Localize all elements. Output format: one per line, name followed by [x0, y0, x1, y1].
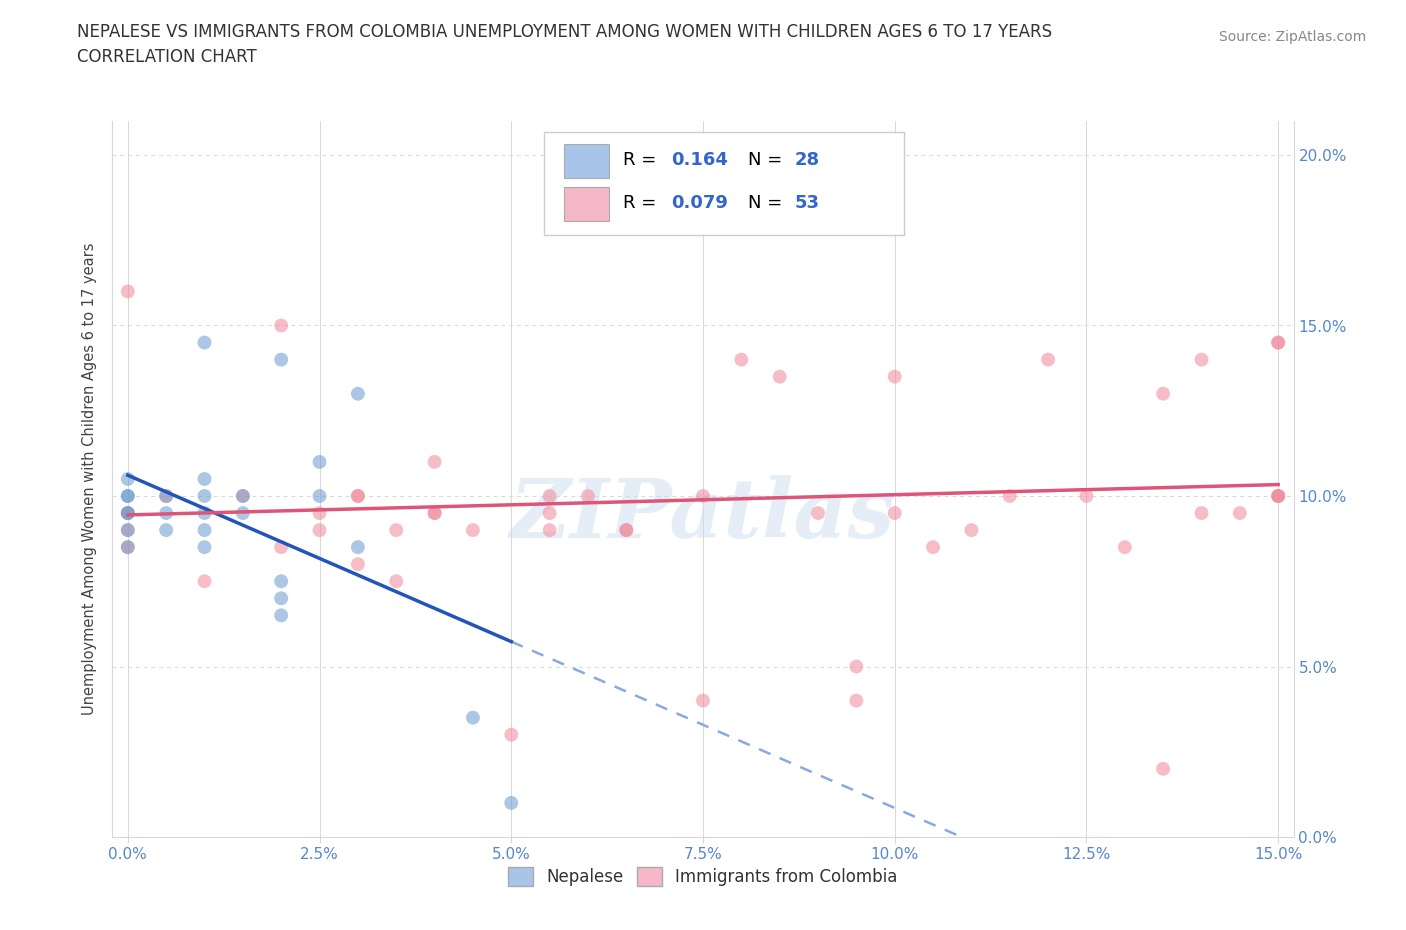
Point [308, 506, 330, 521]
Point [117, 506, 139, 521]
Legend: Nepalese, Immigrants from Colombia: Nepalese, Immigrants from Colombia [502, 860, 904, 893]
Point [193, 539, 215, 554]
Point [960, 523, 983, 538]
Point [117, 506, 139, 521]
Point [117, 472, 139, 486]
Point [1191, 506, 1213, 521]
Point [423, 506, 446, 521]
Point [614, 523, 637, 538]
Text: N =: N = [748, 152, 787, 169]
Point [538, 506, 561, 521]
Point [769, 369, 792, 384]
Point [385, 574, 408, 589]
Point [922, 539, 945, 554]
Point [308, 455, 330, 470]
Point [807, 506, 830, 521]
Point [155, 506, 177, 521]
Point [117, 506, 139, 521]
Text: Source: ZipAtlas.com: Source: ZipAtlas.com [1219, 30, 1367, 44]
Point [1152, 386, 1174, 401]
Text: NEPALESE VS IMMIGRANTS FROM COLOMBIA UNEMPLOYMENT AMONG WOMEN WITH CHILDREN AGES: NEPALESE VS IMMIGRANTS FROM COLOMBIA UNE… [77, 23, 1053, 41]
Point [232, 488, 254, 503]
Point [347, 539, 370, 554]
Point [270, 539, 292, 554]
Point [308, 523, 330, 538]
Point [883, 369, 905, 384]
Point [692, 693, 714, 708]
Point [193, 574, 215, 589]
Point [117, 523, 139, 538]
Point [423, 506, 446, 521]
Point [1267, 488, 1289, 503]
Point [193, 488, 215, 503]
Point [270, 318, 292, 333]
Point [193, 523, 215, 538]
Point [501, 727, 523, 742]
Point [461, 711, 484, 725]
Point [308, 488, 330, 503]
Point [883, 506, 905, 521]
Point [1076, 488, 1098, 503]
Point [347, 386, 370, 401]
Point [155, 488, 177, 503]
Point [270, 352, 292, 367]
Text: N =: N = [748, 194, 787, 212]
Point [998, 488, 1021, 503]
Point [730, 352, 752, 367]
Point [155, 488, 177, 503]
Text: 53: 53 [796, 194, 820, 212]
Point [1267, 488, 1289, 503]
Point [1229, 506, 1251, 521]
Point [1191, 352, 1213, 367]
Point [232, 506, 254, 521]
Point [347, 488, 370, 503]
Point [193, 506, 215, 521]
Point [117, 488, 139, 503]
Text: ZIPatlas: ZIPatlas [510, 474, 896, 555]
FancyBboxPatch shape [544, 132, 904, 235]
Text: R =: R = [623, 194, 662, 212]
Text: 0.079: 0.079 [671, 194, 728, 212]
Point [270, 608, 292, 623]
Point [117, 539, 139, 554]
Point [1114, 539, 1136, 554]
Point [155, 523, 177, 538]
Point [692, 488, 714, 503]
FancyBboxPatch shape [564, 187, 609, 221]
Point [347, 557, 370, 572]
Point [538, 523, 561, 538]
Point [845, 659, 868, 674]
Text: CORRELATION CHART: CORRELATION CHART [77, 48, 257, 66]
Point [461, 523, 484, 538]
Point [193, 335, 215, 350]
Point [654, 216, 676, 231]
Point [117, 523, 139, 538]
Point [193, 472, 215, 486]
Point [1267, 335, 1289, 350]
Point [423, 455, 446, 470]
Text: 0.164: 0.164 [671, 152, 728, 169]
Text: R =: R = [623, 152, 662, 169]
Point [1152, 762, 1174, 777]
Point [538, 488, 561, 503]
Point [576, 488, 599, 503]
Point [117, 488, 139, 503]
Point [501, 795, 523, 810]
FancyBboxPatch shape [564, 144, 609, 179]
Point [1036, 352, 1059, 367]
Point [385, 523, 408, 538]
Point [347, 488, 370, 503]
Point [1267, 335, 1289, 350]
Point [117, 284, 139, 299]
Point [614, 523, 637, 538]
Point [845, 693, 868, 708]
Point [117, 539, 139, 554]
Point [270, 591, 292, 605]
Point [270, 574, 292, 589]
Point [232, 488, 254, 503]
Point [1267, 488, 1289, 503]
Text: 28: 28 [796, 152, 820, 169]
Y-axis label: Unemployment Among Women with Children Ages 6 to 17 years: Unemployment Among Women with Children A… [82, 243, 97, 715]
